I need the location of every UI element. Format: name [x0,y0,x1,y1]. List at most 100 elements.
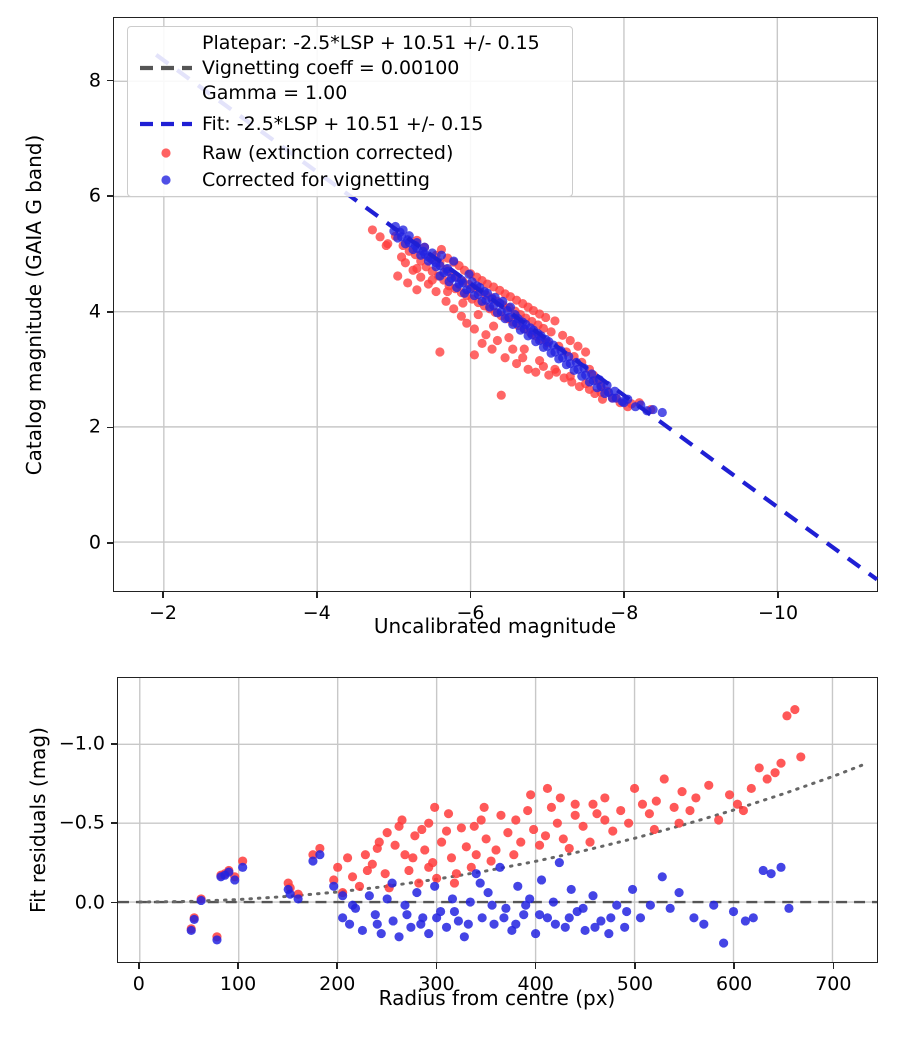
data-point [357,925,368,936]
data-point [364,891,374,901]
data-point [746,783,756,794]
data-point [315,850,325,860]
data-point [443,809,454,819]
data-point [477,338,487,348]
data-point [515,325,526,335]
data-point [285,889,295,899]
data-point [400,850,410,860]
data-point [540,831,551,841]
data-point [500,314,510,324]
top-plot-y-axis-title: Catalog magnitude (GAIA G band) [22,134,46,476]
legend-entry[interactable]: Vignetting coeff = 0.00100 [138,56,459,80]
y-tick-label: −0.5 [58,811,105,834]
data-point [548,897,559,907]
data-point [367,225,378,235]
data-point [189,914,199,924]
data-point [689,913,699,923]
data-point [496,810,506,820]
legend-label: Raw (extinction corrected) [202,142,454,164]
x-tick-label: −2 [148,602,177,624]
data-point [412,263,422,274]
x-tick-mark [138,963,140,969]
data-point [388,916,398,926]
plot-legend[interactable]: Platepar: -2.5*LSP + 10.51 +/- 0.15 Vigne… [127,26,573,197]
data-point [536,875,547,885]
legend-marker-red-dot-marker [138,142,194,164]
data-point [402,910,412,920]
data-point [481,834,491,844]
data-point [612,900,622,910]
data-point [738,805,748,816]
y-tick-label: 2 [88,415,101,438]
data-point [488,321,499,331]
data-point [546,327,556,337]
data-point [546,348,556,358]
y-tick-mark [107,79,113,82]
data-point [521,900,531,910]
top-plot-x-axis-title: Uncalibrated magnitude [373,614,617,638]
data-point [456,311,466,321]
data-point [360,850,370,860]
y-tick-label: −1.0 [58,732,105,755]
data-point [436,250,447,260]
vignetting-curve [138,761,869,904]
data-point [400,900,410,910]
data-point [416,919,426,929]
data-point [523,331,533,341]
data-point [724,790,735,800]
data-point [648,405,658,415]
fit-residuals-plot [117,677,878,963]
data-point [435,347,445,357]
x-tick-label: −4 [302,602,331,624]
data-point [492,308,503,318]
data-point [550,316,560,326]
data-point [465,897,475,907]
data-point [610,386,620,396]
data-point [315,843,325,853]
data-point [412,888,422,898]
data-point [449,878,460,888]
fit-residuals-canvas [118,678,877,962]
legend-marker-blue-dashed-line [138,113,194,135]
data-point [770,768,780,778]
data-point [542,913,553,923]
data-point [476,815,486,825]
data-point [376,929,386,939]
x-tick-mark [336,963,339,969]
data-point [441,922,452,932]
data-point [393,271,403,281]
data-point [390,840,400,850]
legend-entry[interactable]: Gamma = 1.00 [138,81,347,105]
data-point [570,799,580,809]
legend-marker-blue-dot-marker [138,169,194,191]
data-point [504,333,514,343]
data-point [238,856,248,866]
legend-entry[interactable]: Fit: -2.5*LSP + 10.51 +/- 0.15 [138,112,483,136]
data-point [758,865,768,876]
data-point [449,256,459,266]
data-point [475,878,485,888]
data-point [585,837,595,847]
legend-label: Corrected for vignetting [202,169,430,191]
data-point [424,818,434,828]
data-point [709,900,719,910]
legend-entry[interactable]: Corrected for vignetting [138,168,430,192]
data-point [782,711,792,721]
data-point [477,913,487,923]
data-point [473,309,483,320]
data-point [580,925,590,936]
x-tick-label: −6 [456,602,485,624]
data-point [469,350,480,360]
x-tick-mark [623,592,626,598]
bottom-plot-y-axis-title: Fit residuals (mag) [26,727,50,913]
legend-entry[interactable]: Platepar: -2.5*LSP + 10.51 +/- 0.15 [138,31,540,55]
data-point [657,407,667,418]
data-point [447,894,458,904]
data-point [308,856,318,866]
data-point [342,853,353,863]
data-point [477,296,487,306]
data-point [487,344,497,354]
x-tick-mark [469,592,472,598]
y-tick-label: 0.0 [74,891,105,914]
legend-entry[interactable]: Raw (extinction corrected) [138,141,453,165]
